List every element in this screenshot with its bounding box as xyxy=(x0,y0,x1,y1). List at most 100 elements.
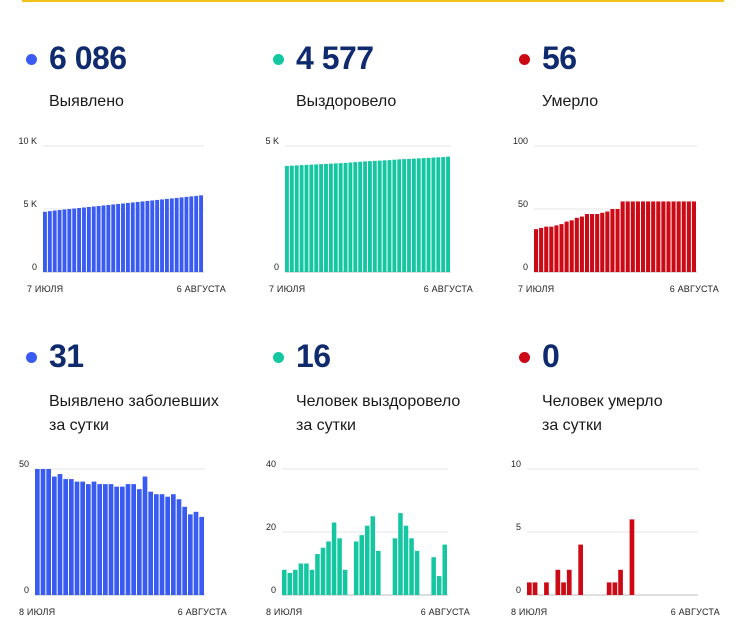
bar xyxy=(331,522,337,595)
bar xyxy=(539,227,544,272)
series-dot xyxy=(26,54,37,65)
chart-confirmed-total: 0 5 K 10 K 7 ИЮЛЯ 6 АВГУСТА xyxy=(18,136,225,294)
bar xyxy=(309,569,315,595)
bar xyxy=(148,491,153,595)
bar xyxy=(184,196,189,272)
bar xyxy=(353,162,358,272)
bar xyxy=(193,511,199,595)
x-axis-start-label: 8 ИЮЛЯ xyxy=(19,607,55,617)
stat-label: Выздоровело xyxy=(296,93,397,110)
bar xyxy=(436,576,442,595)
y-tick-label: 10 K xyxy=(18,136,37,146)
bar xyxy=(199,516,204,595)
bar xyxy=(82,207,86,272)
bar xyxy=(363,161,367,272)
bar xyxy=(86,206,91,272)
bar xyxy=(359,535,364,595)
stat-card-confirmed: 6 086 Выявлено xyxy=(22,38,242,338)
bar xyxy=(566,569,572,595)
bar xyxy=(441,157,446,272)
y-tick-label: 50 xyxy=(19,459,29,469)
bar xyxy=(299,165,304,272)
stat-value: 16 xyxy=(296,338,331,374)
bar xyxy=(358,161,363,272)
bar xyxy=(615,209,620,272)
series-dot xyxy=(519,54,530,65)
bar xyxy=(606,582,612,595)
bar xyxy=(398,513,403,595)
bar xyxy=(442,544,447,595)
bar xyxy=(661,201,666,272)
bar xyxy=(544,582,549,595)
bar xyxy=(101,205,106,272)
bar xyxy=(534,229,539,272)
stat-value: 0 xyxy=(542,338,560,374)
series-dot xyxy=(26,352,37,363)
bar xyxy=(397,159,402,272)
bar xyxy=(314,164,319,272)
bar xyxy=(370,516,376,595)
bar xyxy=(120,486,125,595)
bar xyxy=(289,165,294,272)
bar xyxy=(155,199,160,272)
x-axis-end-label: 6 АВГУСТА xyxy=(178,607,227,617)
bar xyxy=(47,211,52,272)
bar xyxy=(544,226,549,272)
bar xyxy=(74,481,80,595)
bar xyxy=(431,157,436,272)
bar xyxy=(402,159,407,272)
bar xyxy=(610,209,615,272)
x-axis-end-label: 6 АВГУСТА xyxy=(421,607,470,617)
x-axis-start-label: 8 ИЮЛЯ xyxy=(266,607,302,617)
bar xyxy=(625,201,630,272)
bar xyxy=(532,582,538,595)
bar xyxy=(199,195,203,272)
bar xyxy=(176,499,182,595)
bar xyxy=(376,550,381,595)
bar xyxy=(67,209,72,272)
bar xyxy=(436,157,441,272)
bar xyxy=(188,514,193,595)
chart-confirmed-daily: 0 50 8 ИЮЛЯ 6 АВГУСТА xyxy=(19,459,227,617)
stat-card-deaths-daily: 0 Человек умерло за сутки xyxy=(515,338,735,638)
y-tick-label: 40 xyxy=(266,459,276,469)
bar xyxy=(605,211,610,272)
bar xyxy=(416,158,421,272)
bar xyxy=(182,506,187,595)
bar xyxy=(96,205,101,272)
bar xyxy=(40,469,46,595)
bar xyxy=(561,582,566,595)
bar xyxy=(527,582,532,595)
bar xyxy=(57,474,63,595)
bar xyxy=(365,525,370,595)
bar xyxy=(629,519,635,595)
stat-label: Выявлено заболевших за сутки xyxy=(49,393,219,434)
bar xyxy=(69,479,74,595)
bar xyxy=(348,162,353,272)
stat-label: Человек выздоровело за сутки xyxy=(296,393,461,434)
bar xyxy=(595,214,600,272)
bar xyxy=(635,201,640,272)
bar xyxy=(140,201,145,272)
bar xyxy=(686,201,691,272)
bar xyxy=(63,479,68,595)
bar xyxy=(671,201,676,272)
y-tick-label: 20 xyxy=(266,522,276,532)
bar xyxy=(106,204,111,272)
bar xyxy=(298,563,304,595)
bar xyxy=(426,157,431,272)
y-tick-label: 5 xyxy=(516,522,521,532)
bar xyxy=(333,163,338,272)
y-tick-label: 5 K xyxy=(23,199,37,209)
y-tick-label: 0 xyxy=(516,585,521,595)
bar xyxy=(282,569,287,595)
bar xyxy=(620,201,625,272)
bar xyxy=(403,525,409,595)
bar xyxy=(80,481,85,595)
bar xyxy=(414,550,420,595)
bar xyxy=(130,202,135,272)
bar xyxy=(319,164,324,272)
y-tick-label: 100 xyxy=(513,136,528,146)
stat-card-recovered: 4 577 Выздоровело xyxy=(269,38,489,338)
y-tick-label: 50 xyxy=(518,199,528,209)
